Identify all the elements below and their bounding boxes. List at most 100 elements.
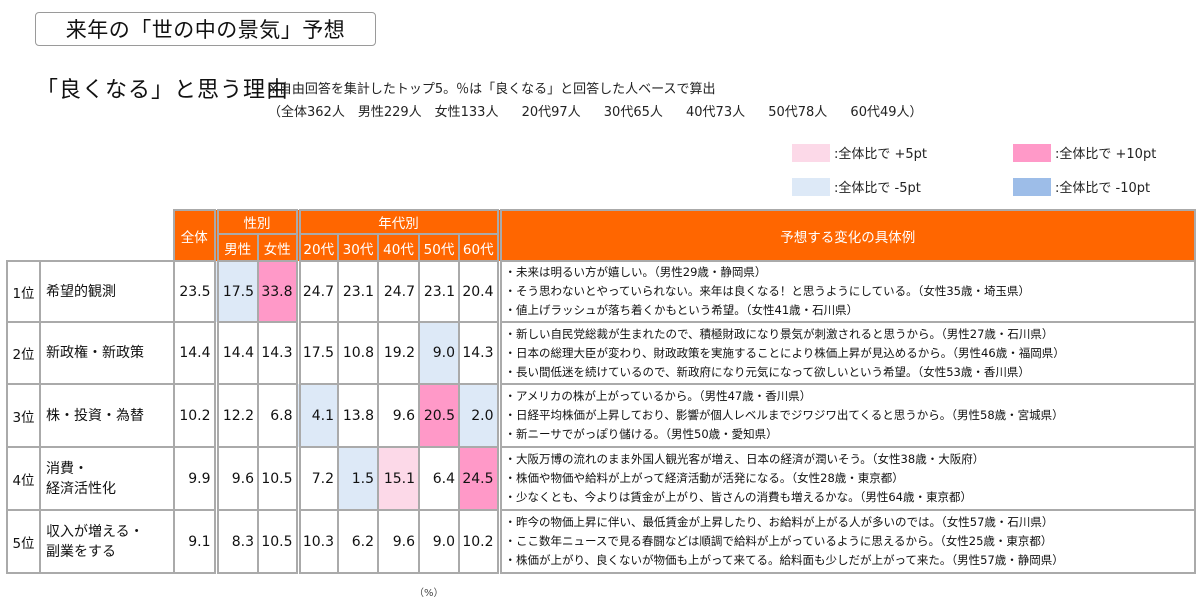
header-50s: 50代 xyxy=(418,233,460,262)
examples-cell: ・新しい自民党総裁が生まれたので、積極財政になり景気が刺激されると思うから。（男… xyxy=(496,321,1196,385)
value-20s: 24.7 xyxy=(295,260,339,323)
header-total: 全体 xyxy=(173,209,217,262)
example-comment: ・ここ数年ニュースで見る春闘などは順調で給料が上がっているように思えるから。（女… xyxy=(504,534,1053,548)
header-blank xyxy=(7,210,174,261)
table-row: 1位 希望的観測 23.5 17.5 33.8 24.7 23.1 24.7 2… xyxy=(6,260,1196,323)
reason-label: 株・投資・為替 xyxy=(39,383,175,448)
value-40s: 9.6 xyxy=(377,383,420,448)
value-60s: 2.0 xyxy=(458,383,500,448)
legend-plus10: :全体比で +10pt xyxy=(1013,143,1156,162)
value-male: 8.3 xyxy=(213,509,259,574)
header-60s: 60代 xyxy=(458,233,500,262)
example-comment: ・新しい自民党総裁が生まれたので、積極財政になり景気が刺激されると思うから。（男… xyxy=(504,326,1054,341)
legend-minus5: :全体比で -5pt xyxy=(792,177,921,196)
table-row: 4位 消費・ 経済活性化 9.9 9.6 10.5 7.2 1.5 15.1 6.… xyxy=(6,446,1196,511)
header-20s: 20代 xyxy=(295,233,339,262)
value-50s: 9.0 xyxy=(418,509,460,574)
example-comment: ・日経平均株価が上昇しており、影響が個人レベルまでジワジワ出てくると思うから。（… xyxy=(504,408,1064,422)
table-row: 3位 株・投資・為替 10.2 12.2 6.8 4.1 13.8 9.6 20… xyxy=(6,383,1196,448)
rank-label: 1位 xyxy=(6,260,41,323)
table-row: 5位 収入が増える・ 副業をする 9.1 8.3 10.5 10.3 6.2 9.… xyxy=(6,509,1196,574)
examples-cell: ・アメリカの株が上がっているから。（男性47歳・香川県） ・日経平均株価が上昇し… xyxy=(496,383,1196,448)
examples-cell: ・未来は明るい方が嬉しい。（男性29歳・静岡県） ・そう思わないとやっていられな… xyxy=(496,260,1196,323)
header-female: 女性 xyxy=(257,233,299,262)
rank-label: 2位 xyxy=(6,321,41,385)
value-40s: 24.7 xyxy=(377,260,420,323)
value-20s: 4.1 xyxy=(295,383,339,448)
reason-label: 収入が増える・ 副業をする xyxy=(39,509,175,574)
reason-label: 希望的観測 xyxy=(39,260,175,323)
value-total: 10.2 xyxy=(173,383,217,448)
unit-note: （%） xyxy=(414,588,444,599)
legend-swatch-minus10 xyxy=(1013,177,1051,196)
example-comment: ・未来は明るい方が嬉しい。（男性29歳・静岡県） xyxy=(504,265,767,279)
value-male: 9.6 xyxy=(213,446,259,511)
reason-label: 新政権・新政策 xyxy=(39,321,175,385)
legend-label: :全体比で -5pt xyxy=(834,181,921,196)
sample-base-note: （全体362人 男性229人 女性133人 20代97人 30代65人 40代7… xyxy=(268,105,923,120)
value-total: 9.9 xyxy=(173,446,217,511)
legend-swatch-minus5 xyxy=(792,177,830,196)
examples-cell: ・大阪万博の流れのまま外国人観光客が増え、日本の経済が潤いそう。（女性38歳・大… xyxy=(496,446,1196,511)
value-40s: 19.2 xyxy=(377,321,420,385)
value-total: 9.1 xyxy=(173,509,217,574)
value-female: 33.8 xyxy=(257,260,299,323)
example-comment: ・少なくとも、今よりは賃金が上がり、皆さんの消費も増えるかな。（男性64歳・東京… xyxy=(504,490,973,504)
value-30s: 23.1 xyxy=(337,260,379,323)
value-male: 14.4 xyxy=(213,321,259,385)
value-50s: 23.1 xyxy=(418,260,460,323)
value-50s: 9.0 xyxy=(418,321,460,385)
example-comment: ・大阪万博の流れのまま外国人観光客が増え、日本の経済が潤いそう。（女性38歳・大… xyxy=(504,452,985,466)
value-20s: 10.3 xyxy=(295,509,339,574)
value-total: 23.5 xyxy=(173,260,217,323)
rank-label: 3位 xyxy=(6,383,41,448)
value-female: 10.5 xyxy=(257,446,299,511)
method-note: ※自由回答を集計したトップ5。％は「良くなる」と回答した人ベースで算出 xyxy=(268,82,716,97)
rank-label: 5位 xyxy=(6,509,41,574)
value-male: 17.5 xyxy=(213,260,259,323)
example-comment: ・新ニーサでがっぽり儲ける。（男性50歳・愛知県） xyxy=(504,427,778,441)
reasons-table: 全体 性別 年代別 予想する変化の具体例 男性 女性 20代 30代 40代 5… xyxy=(6,209,1196,574)
value-60s: 10.2 xyxy=(458,509,500,574)
example-comment: ・昨今の物価上昇に伴い、最低賃金が上昇したり、お給料が上がる人が多いのでは。（女… xyxy=(504,515,1054,529)
header-40s: 40代 xyxy=(377,233,420,262)
value-60s: 20.4 xyxy=(458,260,500,323)
value-30s: 6.2 xyxy=(337,509,379,574)
value-30s: 10.8 xyxy=(337,321,379,385)
legend-label: :全体比で +5pt xyxy=(834,147,928,162)
legend-label: :全体比で -10pt xyxy=(1055,181,1151,196)
value-total: 14.4 xyxy=(173,321,217,385)
examples-cell: ・昨今の物価上昇に伴い、最低賃金が上昇したり、お給料が上がる人が多いのでは。（女… xyxy=(496,509,1196,574)
example-comment: ・値上げラッシュが落ち着くかもという希望。（女性41歳・石川県） xyxy=(504,303,859,317)
header-30s: 30代 xyxy=(337,233,379,262)
value-40s: 9.6 xyxy=(377,509,420,574)
legend-minus10: :全体比で -10pt xyxy=(1013,177,1150,196)
legend-swatch-plus5 xyxy=(792,143,830,162)
header-examples: 予想する変化の具体例 xyxy=(496,209,1196,262)
value-female: 14.3 xyxy=(257,321,299,385)
header-age-group: 年代別 xyxy=(295,209,500,235)
reason-label: 消費・ 経済活性化 xyxy=(39,446,175,511)
legend-label: :全体比で +10pt xyxy=(1055,147,1157,162)
rank-label: 4位 xyxy=(6,446,41,511)
example-comment: ・長い間低迷を続けているので、新政府になり元気になって欲しいという希望。（女性5… xyxy=(504,364,1030,379)
value-50s: 20.5 xyxy=(418,383,460,448)
legend-swatch-plus10 xyxy=(1013,143,1051,162)
header-gender-group: 性別 xyxy=(213,209,299,235)
legend-plus5: :全体比で +5pt xyxy=(792,143,927,162)
table-row: 2位 新政権・新政策 14.4 14.4 14.3 17.5 10.8 19.2… xyxy=(6,321,1196,385)
value-60s: 14.3 xyxy=(458,321,500,385)
example-comment: ・そう思わないとやっていられない。来年は良くなる！と思うようにしている。（女性3… xyxy=(504,284,1030,298)
example-comment: ・株価や物価や給料が上がって経済活動が活発になる。（女性28歳・東京都） xyxy=(504,471,904,485)
value-60s: 24.5 xyxy=(458,446,500,511)
value-20s: 7.2 xyxy=(295,446,339,511)
example-comment: ・アメリカの株が上がっているから。（男性47歳・香川県） xyxy=(504,389,812,403)
value-40s: 15.1 xyxy=(377,446,420,511)
value-30s: 13.8 xyxy=(337,383,379,448)
page-title: 来年の「世の中の景気」予想 xyxy=(35,12,376,46)
example-comment: ・日本の総理大臣が変わり、財政政策を実施することにより株価上昇が見込めるから。（… xyxy=(504,345,1065,360)
section-title: 「良くなる」と思う理由 xyxy=(36,78,290,103)
example-comment: ・株価が上がり、良くないが物価も上がって来てる。給料面も少しだが上がって来た。（… xyxy=(504,553,1064,567)
value-20s: 17.5 xyxy=(295,321,339,385)
value-50s: 6.4 xyxy=(418,446,460,511)
